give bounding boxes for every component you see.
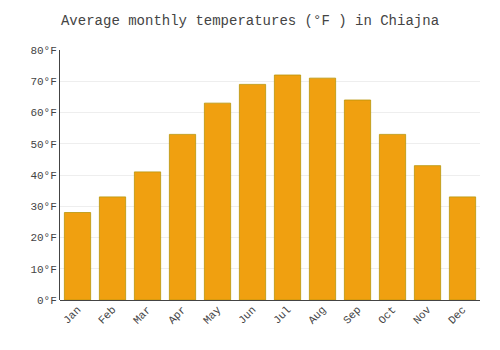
svg-text:Sep: Sep: [341, 304, 363, 326]
svg-text:Jan: Jan: [61, 304, 83, 326]
svg-text:30°F: 30°F: [30, 201, 56, 213]
svg-text:Jul: Jul: [271, 304, 293, 326]
svg-text:Oct: Oct: [376, 304, 398, 326]
svg-text:50°F: 50°F: [30, 139, 56, 151]
svg-text:Dec: Dec: [446, 304, 468, 326]
svg-text:Apr: Apr: [166, 304, 188, 326]
svg-text:Average monthly temperatures (: Average monthly temperatures (°F ) in Ch…: [61, 13, 439, 29]
svg-text:Nov: Nov: [411, 304, 434, 327]
svg-text:10°F: 10°F: [30, 264, 56, 276]
svg-text:80°F: 80°F: [30, 45, 56, 57]
svg-text:60°F: 60°F: [30, 107, 56, 119]
svg-text:May: May: [201, 304, 224, 327]
svg-text:20°F: 20°F: [30, 232, 56, 244]
svg-text:Mar: Mar: [131, 304, 153, 326]
svg-text:Feb: Feb: [96, 304, 118, 326]
svg-text:Jun: Jun: [236, 304, 258, 326]
svg-text:40°F: 40°F: [30, 170, 56, 182]
svg-text:0°F: 0°F: [37, 295, 57, 307]
svg-text:Aug: Aug: [306, 304, 328, 326]
svg-text:70°F: 70°F: [30, 76, 56, 88]
